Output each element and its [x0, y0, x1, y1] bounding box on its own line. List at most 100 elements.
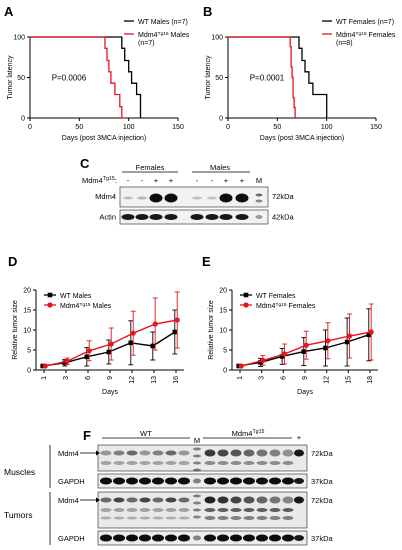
western-blot-c: Females Males Mdm4Tg15: - - + + - - + + M Mdm4 72kDa A…	[82, 163, 295, 225]
blot-band	[205, 214, 219, 220]
data-point	[62, 360, 68, 366]
p-value: P=0.0006	[52, 74, 87, 83]
blot-band	[149, 214, 163, 220]
x-tick-label: 9	[107, 376, 114, 380]
blot-band	[256, 449, 268, 457]
blot-band	[193, 515, 201, 519]
blot-band	[123, 196, 133, 200]
blot-band	[230, 461, 242, 465]
blot-band	[165, 461, 177, 465]
group-label-females: Females	[136, 163, 165, 172]
row-label: Mdm4	[95, 192, 116, 201]
blot-band	[139, 477, 151, 485]
blot-band	[204, 477, 216, 485]
survival-chart-a: 0 50 100 150 0 50 100 Days (post 3MCA injection…	[7, 19, 190, 142]
legend-label: Mdm4Tg15 Males	[60, 302, 112, 311]
blot-band	[152, 461, 164, 465]
data-point	[108, 341, 114, 347]
blot-band	[235, 193, 249, 203]
blot-band	[100, 516, 112, 520]
legend-label: WT Males (n=7)	[138, 19, 188, 26]
blot-band	[126, 450, 138, 456]
blot-band	[255, 193, 263, 197]
blot-band	[282, 477, 294, 485]
panel-label-f: F	[83, 428, 91, 443]
p-value: P=0.0001	[250, 74, 285, 83]
blot-band	[217, 461, 229, 465]
blot-band	[219, 193, 233, 203]
blot-band	[256, 508, 268, 512]
x-tick-label: 16	[173, 376, 180, 384]
y-tick-label: 0	[223, 368, 227, 375]
legend-label-n: (n=7)	[138, 40, 155, 47]
blot-band	[230, 449, 242, 457]
blot-band	[282, 508, 294, 512]
blot-band	[126, 508, 138, 512]
blot-band	[100, 450, 112, 456]
panel-label-a: A	[4, 4, 14, 19]
blot-band	[164, 193, 178, 203]
blot-band	[139, 450, 151, 456]
blot-band	[149, 193, 163, 203]
blot-band	[204, 461, 216, 465]
blot-band	[126, 497, 138, 503]
panel-label-e: E	[202, 254, 211, 269]
x-tick-label: 3	[259, 376, 266, 380]
blot-band	[204, 534, 216, 542]
row-label: Actin	[99, 213, 116, 222]
blot-band	[139, 508, 151, 512]
blot-band	[152, 477, 164, 485]
blot-band	[192, 196, 202, 200]
series-line	[228, 36, 328, 118]
blot-band	[178, 477, 190, 485]
y-axis-label: Tumor latency	[205, 55, 212, 100]
blot-band	[178, 461, 190, 465]
blot-band	[126, 461, 138, 465]
data-point	[42, 363, 48, 369]
blot-band	[152, 516, 164, 520]
legend-label: WT Males	[60, 293, 92, 300]
blot-band	[217, 534, 229, 542]
blot-band	[113, 508, 125, 512]
blot-band	[139, 534, 151, 542]
x-axis-label: Days	[102, 389, 118, 396]
blot-band	[152, 534, 164, 542]
blot-band	[256, 516, 268, 520]
blot-band	[100, 534, 112, 542]
row-label: Mdm4	[58, 496, 79, 505]
blot-frame-gapdh	[97, 473, 308, 489]
blot-band	[165, 508, 177, 512]
lane-mark: -	[127, 176, 130, 185]
row-label: GAPDH	[58, 477, 85, 486]
blot-band	[294, 449, 304, 457]
blot-band	[230, 477, 242, 485]
section-label: Muscles	[4, 467, 35, 477]
y-tick-label: 0	[219, 116, 223, 123]
legend-marker	[243, 292, 249, 298]
data-point	[86, 348, 92, 354]
blot-band	[113, 477, 125, 485]
blot-band	[217, 449, 229, 457]
blot-band	[243, 477, 255, 485]
blot-band	[139, 497, 151, 503]
y-tick-label: 10	[219, 328, 227, 335]
blot-band	[100, 508, 112, 512]
data-point	[303, 342, 309, 348]
y-tick-label: 0	[21, 116, 25, 123]
y-tick-label: 50	[215, 75, 223, 82]
blot-band	[113, 450, 125, 456]
panel-label-b: B	[203, 4, 212, 19]
x-tick-label: 1	[237, 376, 244, 380]
blot-band	[294, 535, 304, 541]
blot-band	[243, 496, 255, 504]
x-tick-label: 150	[172, 124, 184, 131]
data-point	[366, 332, 372, 338]
data-point	[172, 329, 178, 335]
blot-band	[269, 534, 281, 542]
data-point	[174, 317, 180, 323]
blot-band	[255, 215, 263, 219]
lane-mark: -	[141, 176, 144, 185]
legend-marker	[243, 302, 249, 308]
